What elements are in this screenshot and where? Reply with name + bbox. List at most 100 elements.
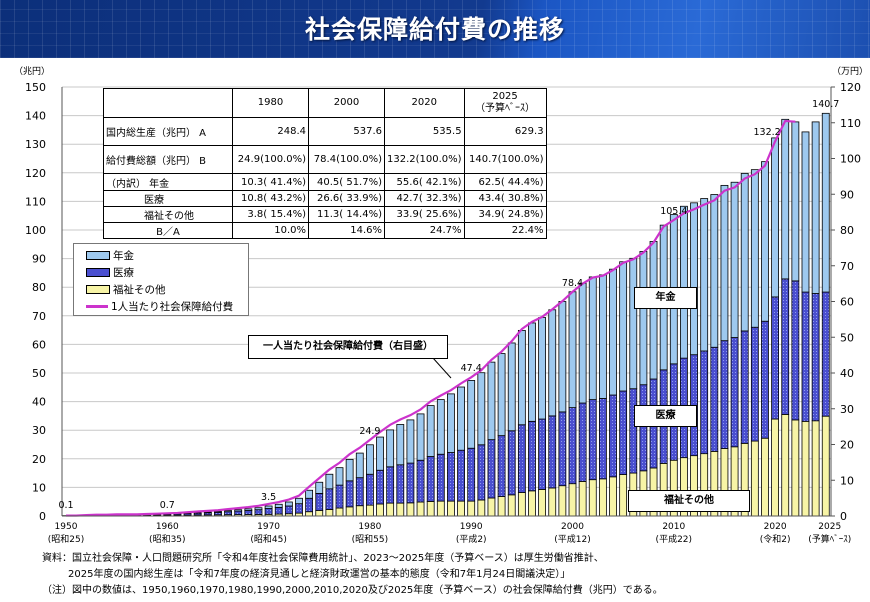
data-label: 105.4 [660, 205, 688, 217]
y2-tick-label: 100 [840, 153, 861, 166]
legend-welfare: 福祉その他 [86, 282, 166, 297]
pension-bar [791, 121, 800, 282]
pension-bar [487, 361, 496, 441]
welfare-bar [588, 479, 597, 517]
legend-label: 1人当たり社会保障給付費 [111, 301, 234, 313]
welfare-bar [609, 476, 617, 517]
medical-bar [477, 444, 486, 501]
medical-bar [700, 350, 709, 455]
welfare-bar [821, 415, 830, 517]
pension-bar [426, 405, 435, 457]
pension-bar [345, 458, 354, 482]
pension-bar [386, 429, 395, 468]
table-cell: 535.5 [384, 117, 465, 146]
welfare-bar [335, 507, 344, 517]
welfare-bar [801, 420, 810, 517]
table-corner [103, 88, 233, 118]
table-row: 福祉その他 3.8( 15.4%) 11.3( 14.4%) 33.9( 25.6%)… [103, 206, 547, 223]
pension-bar [578, 282, 587, 404]
medical-bar [295, 503, 303, 514]
pension-bar [264, 505, 273, 509]
medical-bar [517, 424, 526, 493]
medical-bar [426, 456, 435, 502]
pension-bar [447, 393, 455, 453]
medical-bar [345, 480, 354, 508]
table-cell: 132.2(100.0%) [384, 145, 465, 174]
medical-bar [325, 488, 334, 510]
x-tick-era: (昭和55) [351, 535, 389, 545]
pension-bar [244, 508, 253, 511]
medical-bar [457, 449, 465, 502]
pension-bar [690, 202, 698, 356]
table-cell: 10.8( 43.2%) [232, 190, 309, 207]
footnote-source-2: 2025年度の国内総生産は「令和7年度の経済見通しと経済財政運営の基本的態度（令… [68, 569, 571, 580]
medical-bar [821, 291, 830, 417]
medical-bar [548, 415, 557, 489]
medical-bar [538, 418, 547, 490]
pension-bar [315, 481, 324, 494]
x-tick-label: 1980 (昭和55) [352, 521, 388, 547]
x-tick-year: 1980 [358, 522, 382, 532]
pension-bar [234, 509, 243, 512]
table-cell: 248.4 [232, 117, 309, 146]
pension-bar [305, 489, 314, 499]
table-row: 給付費総額（兆円） B 24.9(100.0%) 78.4(100.0%) 132.2… [103, 145, 547, 174]
x-tick-label: 2025 (予算ﾍﾞｰｽ) [808, 521, 851, 547]
medical-bar [376, 469, 384, 505]
medical-bar [588, 399, 597, 481]
medical-bar [274, 507, 283, 515]
y2-tick-label: 30 [840, 403, 854, 416]
welfare-bar [345, 506, 354, 517]
row-label: （内訳） 年金 [103, 173, 233, 191]
medical-bar [487, 439, 496, 499]
medical-bar [447, 452, 455, 502]
y2-tick-label: 50 [840, 331, 854, 344]
medical-bar [730, 337, 739, 448]
row-label: B／A [103, 222, 233, 239]
x-tick-era: (平成22) [655, 535, 693, 545]
medical-bar [244, 510, 253, 515]
welfare-swatch [86, 285, 110, 294]
pension-area-label: 年金 [634, 287, 697, 309]
table-row: B／A 10.0% 14.6% 24.7% 22.4% [103, 222, 547, 239]
medical-bar [528, 420, 536, 492]
medical-area-label: 医療 [634, 405, 697, 427]
medical-bar [598, 398, 607, 480]
y-tick-label: 80 [32, 281, 46, 294]
table-cell: 78.4(100.0%) [308, 145, 385, 174]
table-row: 国内総生産（兆円） A 248.4 537.6 535.5 629.3 [103, 117, 547, 146]
pension-bar [750, 169, 759, 328]
data-label: 24.9 [359, 425, 381, 437]
welfare-bar [386, 502, 395, 517]
table-cell: 33.9( 25.6%) [384, 206, 465, 223]
x-tick-label: 1960 (昭和35) [149, 521, 185, 547]
medical-bar [750, 326, 759, 442]
pension-bar [629, 257, 638, 390]
pension-bar [821, 112, 830, 293]
welfare-bar [305, 511, 314, 517]
right-axis-unit: （万円） [832, 67, 869, 77]
medical-bar [710, 346, 719, 452]
pension-bar [436, 399, 445, 455]
pension-bar [740, 172, 749, 332]
welfare-bar [619, 474, 628, 517]
medical-bar [355, 477, 364, 507]
y2-tick-label: 40 [840, 367, 854, 380]
data-label: 132.2 [753, 127, 781, 139]
welfare-bar [517, 492, 526, 517]
y-tick-label: 150 [25, 81, 46, 94]
y-tick-label: 10 [32, 481, 46, 494]
y-tick-label: 40 [32, 396, 46, 409]
medical-bar [639, 384, 648, 472]
welfare-bar [325, 509, 334, 517]
y2-tick-label: 20 [840, 439, 854, 452]
pension-bar [396, 424, 405, 466]
pension-bar [254, 507, 263, 511]
welfare-bar [507, 494, 516, 517]
data-label: 0.1 [58, 500, 74, 511]
pension-bar [639, 251, 648, 386]
medical-bar [811, 293, 820, 422]
x-tick-label: 1950 (昭和25) [48, 521, 84, 547]
welfare-bar [406, 502, 415, 517]
pension-bar [497, 353, 506, 437]
